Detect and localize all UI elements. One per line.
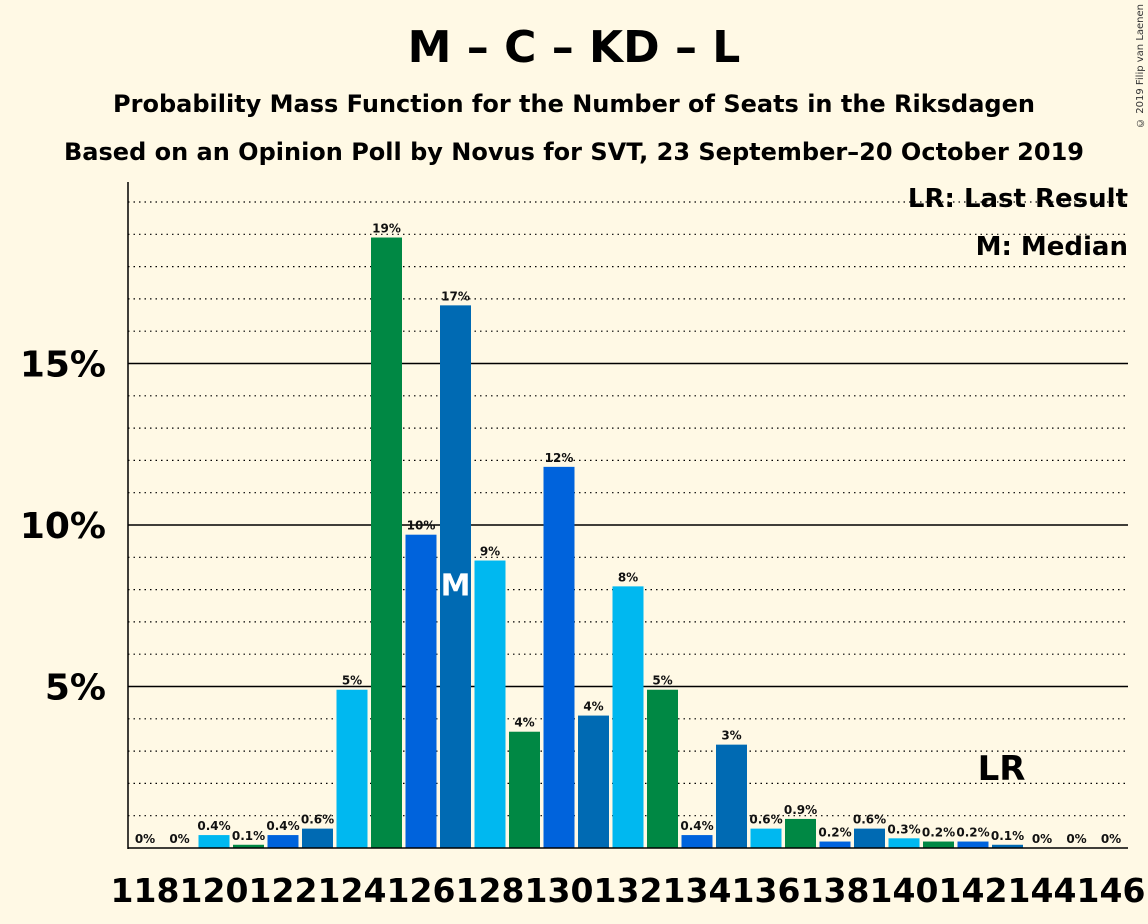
bar-134	[681, 835, 713, 848]
x-tick-label: 140	[870, 871, 939, 910]
bar-139	[854, 828, 885, 848]
data-label-142: 0.2%	[956, 826, 989, 840]
x-tick-label: 124	[318, 871, 387, 910]
bar-136	[750, 828, 782, 848]
data-label-125: 19%	[372, 222, 401, 236]
data-label-122: 0.4%	[266, 819, 299, 833]
data-label-120: 0.4%	[197, 819, 230, 833]
bar-120	[198, 835, 230, 848]
bar-131	[578, 715, 609, 848]
bar-121	[233, 844, 264, 848]
data-label-132: 8%	[618, 570, 638, 584]
bar-127	[440, 305, 471, 848]
bar-124	[336, 689, 368, 848]
bar-130	[543, 466, 575, 848]
bar-125	[371, 237, 402, 848]
x-tick-label: 130	[525, 871, 594, 910]
data-label-145: 0%	[1066, 832, 1086, 846]
bar-122	[267, 835, 299, 848]
data-label-134: 0.4%	[680, 819, 713, 833]
bar-132	[612, 586, 644, 848]
chart-subtitle: Probability Mass Function for the Number…	[113, 90, 1035, 118]
data-label-118: 0%	[135, 832, 155, 846]
legend-median: M: Median	[975, 232, 1128, 262]
bar-140	[888, 838, 920, 848]
chart-axes: 5% 10% 15% 118 120 122 124 126 128 130 132 134 136 13…	[20, 182, 1146, 910]
bar-138	[819, 841, 851, 848]
x-tick-label: 128	[456, 871, 525, 910]
data-label-135: 3%	[721, 729, 741, 743]
chart-bars	[198, 237, 1023, 848]
data-label-144: 0%	[1032, 832, 1052, 846]
x-tick-label: 120	[180, 871, 249, 910]
x-tick-label: 122	[249, 871, 318, 910]
data-label-133: 5%	[652, 674, 672, 688]
x-tick-label: 146	[1077, 871, 1146, 910]
data-label-127: 17%	[441, 289, 470, 303]
data-label-123: 0.6%	[301, 813, 334, 827]
bar-143	[992, 844, 1023, 848]
bar-137	[785, 818, 816, 848]
x-tick-label: 126	[387, 871, 456, 910]
x-tick-label: 142	[939, 871, 1008, 910]
x-tick-label: 144	[1008, 871, 1077, 910]
bar-141	[923, 841, 954, 848]
chart-subtitle-poll: Based on an Opinion Poll by Novus for SV…	[64, 138, 1084, 166]
data-label-146: 0%	[1101, 832, 1121, 846]
data-label-140: 0.3%	[887, 822, 920, 836]
data-label-128: 9%	[480, 545, 500, 559]
data-label-131: 4%	[583, 700, 603, 714]
data-label-139: 0.6%	[853, 813, 886, 827]
data-label-121: 0.1%	[232, 829, 265, 843]
y-tick-label: 5%	[45, 668, 106, 709]
data-label-138: 0.2%	[818, 826, 851, 840]
bar-129	[509, 731, 540, 848]
x-tick-label: 136	[732, 871, 801, 910]
y-tick-label: 15%	[20, 345, 106, 386]
data-label-126: 10%	[407, 519, 436, 533]
bar-142	[957, 841, 989, 848]
data-label-124: 5%	[342, 674, 362, 688]
data-label-141: 0.2%	[922, 826, 955, 840]
legend-last-result: LR: Last Result	[907, 184, 1128, 214]
bar-133	[647, 689, 678, 848]
data-label-137: 0.9%	[784, 803, 817, 817]
bar-128	[474, 560, 506, 848]
x-tick-label: 138	[801, 871, 870, 910]
data-label-136: 0.6%	[749, 813, 782, 827]
x-tick-label: 134	[663, 871, 732, 910]
median-marker: M	[441, 568, 471, 603]
chart-markers: M LR	[441, 568, 1026, 789]
bar-123	[302, 828, 333, 848]
data-label-130: 12%	[545, 451, 574, 465]
chart-data-labels: 0% 0%0.4%0.1%0.4% 0.6%5%19%10%17%9%4%12%4%…	[135, 222, 1121, 846]
x-tick-label: 118	[111, 871, 180, 910]
bar-135	[716, 744, 747, 848]
x-tick-label: 132	[594, 871, 663, 910]
last-result-marker: LR	[978, 749, 1026, 789]
chart-title: M – C – KD – L	[407, 22, 741, 73]
data-label-119: 0%	[169, 832, 189, 846]
y-tick-label: 10%	[20, 506, 106, 547]
data-label-129: 4%	[514, 716, 534, 730]
data-label-143: 0.1%	[991, 829, 1024, 843]
bar-126	[405, 534, 437, 848]
